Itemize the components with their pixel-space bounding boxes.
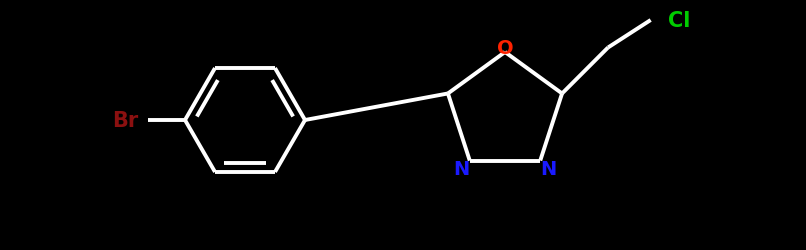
Text: Cl: Cl xyxy=(667,11,690,31)
Text: N: N xyxy=(540,160,556,178)
Text: Br: Br xyxy=(112,110,138,130)
Bar xyxy=(102,106,147,134)
Text: N: N xyxy=(454,160,470,178)
Text: O: O xyxy=(496,38,513,57)
